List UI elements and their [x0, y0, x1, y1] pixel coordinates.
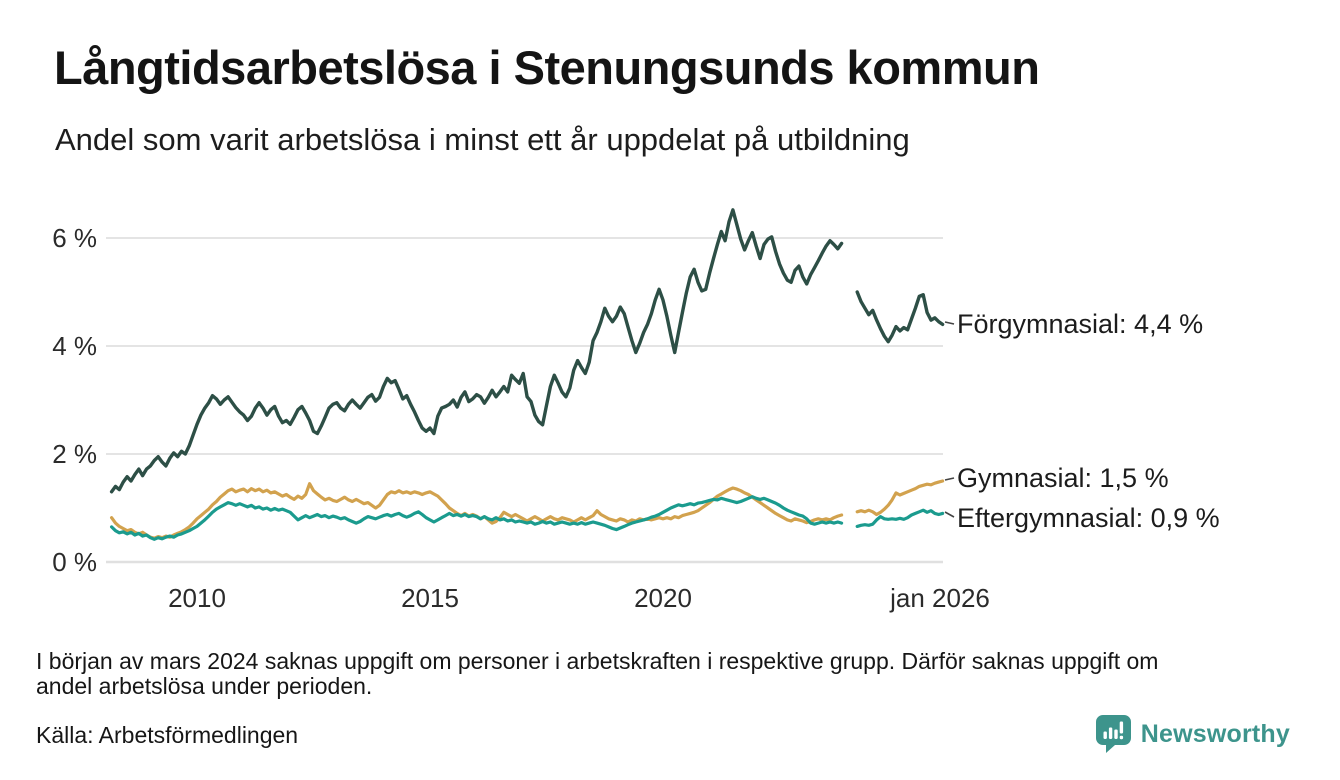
newsworthy-brand-name: Newsworthy	[1140, 719, 1290, 748]
ytick-4pct: 4 %	[52, 331, 97, 361]
ytick-6pct: 6 %	[52, 223, 97, 253]
series-line-eftergymnasial	[110, 495, 945, 541]
newsworthy-logo-icon	[1095, 714, 1132, 754]
page-title: Långtidsarbetslösa i Stenungsunds kommun	[54, 41, 1040, 94]
series-line-gymnasial	[110, 479, 945, 540]
newsworthy-brand: Newsworthy	[1095, 714, 1290, 754]
label-connectors	[944, 321, 955, 518]
connector-eftergymnasial	[944, 511, 955, 518]
footnote: I början av mars 2024 saknas uppgift om …	[36, 649, 1316, 699]
series-line-frgymnasial	[109, 208, 945, 494]
series-label-gymnasial: Gymnasial: 1,5 %	[957, 463, 1169, 493]
xtick-2015: 2015	[401, 583, 459, 613]
connector-gymnasial	[944, 477, 955, 481]
series-lines	[109, 208, 945, 541]
page-subtitle: Andel som varit arbetslösa i minst ett å…	[55, 122, 910, 157]
xtick-jan-2026: jan 2026	[890, 583, 990, 613]
series-label-eftergymnasial: Eftergymnasial: 0,9 %	[957, 503, 1220, 533]
footnote-line-2: andel arbetslösa under perioden.	[36, 673, 373, 699]
xtick-2010: 2010	[168, 583, 226, 613]
gridlines	[106, 237, 943, 564]
ytick-2pct: 2 %	[52, 439, 97, 469]
xtick-2020: 2020	[634, 583, 692, 613]
series-label-forgymnasial: Förgymnasial: 4,4 %	[957, 309, 1204, 339]
ytick-0pct: 0 %	[52, 547, 97, 577]
footnote-line-1: I början av mars 2024 saknas uppgift om …	[36, 648, 1159, 674]
connector-forgymnasial	[944, 321, 955, 325]
source-credit: Källa: Arbetsförmedlingen	[36, 722, 299, 748]
